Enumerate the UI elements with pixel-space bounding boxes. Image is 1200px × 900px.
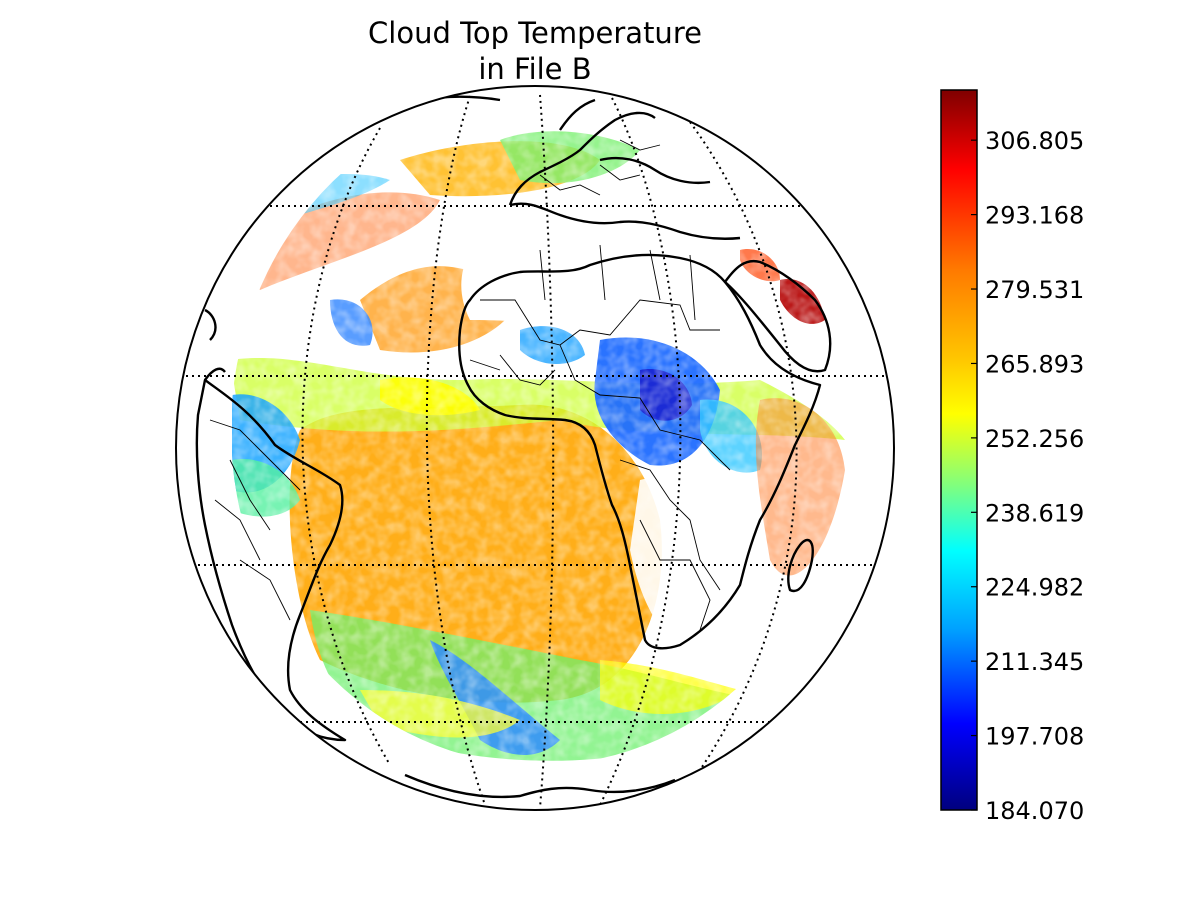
- colorbar-tick-label: 238.619: [985, 499, 1084, 527]
- coastline-south-america: [195, 378, 347, 742]
- coastline-europe: [508, 98, 741, 240]
- colorbar-tick-label: 197.708: [985, 723, 1084, 751]
- satellite-data-disk: [231, 95, 849, 765]
- coastline-madagascar: [787, 538, 814, 593]
- colorbar: 306.805 293.168 279.531 265.893 252.256 238.6…: [940, 89, 1084, 825]
- colorbar-tick-label: 293.168: [985, 202, 1084, 230]
- country-borders: [209, 139, 731, 631]
- colorbar-tick-label: 211.345: [985, 648, 1084, 676]
- colorbar-tick-label: 279.531: [985, 276, 1084, 304]
- plot-title-line-1: Cloud Top Temperature: [368, 16, 702, 50]
- coastline-arabia: [723, 259, 832, 373]
- globe-outline: [175, 85, 895, 811]
- coastline-antarctica: [404, 773, 676, 799]
- colorbar-tick-label: 252.256: [985, 425, 1084, 453]
- colorbar-gradient: [940, 89, 978, 811]
- globe-map: [175, 85, 895, 811]
- colorbar-tick-label: 184.070: [985, 797, 1084, 825]
- colorbar-tick-label: 265.893: [985, 350, 1084, 378]
- colorbar-tick-label: 306.805: [985, 127, 1084, 155]
- colorbar-tick-label: 224.982: [985, 574, 1084, 602]
- colorbar-ticks: 306.805 293.168 279.531 265.893 252.256 238.6…: [971, 127, 1084, 825]
- plot-title-line-2: in File B: [478, 52, 591, 86]
- coastline-africa: [458, 253, 822, 650]
